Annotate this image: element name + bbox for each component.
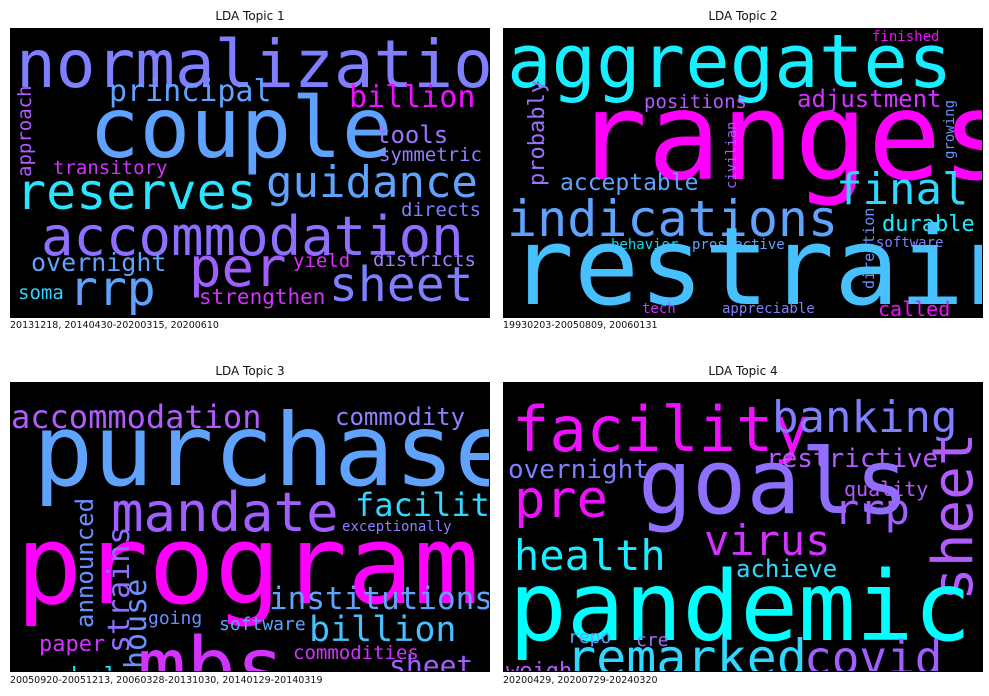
word-principal: principal [109,74,272,109]
topic-4-date-ranges: 20200429, 20200729-20240320 [503,675,658,686]
word-pre: pre [514,470,608,530]
word-reserves: reserves [16,163,257,221]
word-soma: soma [18,282,64,304]
topic-4-title: LDA Topic 4 [708,364,778,378]
word-mbs: mbs [137,621,285,671]
word-appreciable: appreciable [722,301,815,317]
word-durable: durable [882,212,975,237]
word-mandate: mandate [111,481,339,544]
topic-3-panel: LDA Topic 3 accommodation commodity purcha… [10,355,490,695]
word-weigh: weigh [506,659,572,671]
word-pandemic: pandemic [509,551,971,663]
topic-3-title: LDA Topic 3 [215,364,285,378]
word-remarked: remarked [566,629,807,671]
word-tech: tech [642,301,676,317]
word-achieve: achieve [736,555,837,583]
word-sheet: sheet [329,257,474,313]
word-normalization: normalization [16,29,489,103]
word-sheet: sheet [921,432,982,601]
word-tools: tools [376,121,448,149]
word-probably: probably [525,80,550,186]
word-strains: strains [102,527,137,653]
word-aggregates: aggregates [507,29,953,105]
word-software: software [876,235,943,251]
word-institutions: institutions [269,581,489,617]
topic-1-wordcloud: normalization couple principal billion appro… [10,28,490,318]
topic-3-date-ranges: 20050920-20051213, 20060328-20131030, 20… [10,675,323,686]
word-goals: goals [638,430,909,535]
word-yield: yield [293,250,350,272]
word-overnight: overnight [508,455,649,485]
word-symmetric: symmetric [379,144,482,166]
word-positions: positions [644,91,747,113]
word-called: called [878,297,950,317]
word-guidance: guidance [266,157,478,208]
topic-4-wordcloud: facility banking restrictive overnight sheet… [503,382,983,672]
word-exceptionally: exceptionally [342,519,452,535]
word-repo: repo [568,627,611,648]
topic-1-title: LDA Topic 1 [215,9,285,23]
topic-4-panel: LDA Topic 4 facility banking restrictive ov… [503,355,983,695]
word-acceptable: acceptable [560,170,698,196]
word-per: per [189,236,287,299]
word-strengthen: strengthen [199,285,325,309]
word-behavior: behavior [611,237,678,253]
topic-1-date-ranges: 20131218, 20140430-20200315, 20200610 [10,320,219,331]
word-house: house [119,579,154,669]
word-quality: quality [844,477,928,501]
topic-1-panel: LDA Topic 1 normalization couple principal… [10,0,490,335]
word-accommodation: accommodation [41,205,464,268]
word-commodity: commodity [335,403,465,431]
word-indications: indications [507,190,838,248]
word-accommodation: accommodation [11,398,261,436]
word-facility: facility [355,486,489,524]
topic-2-panel: LDA Topic 2 aggregates finished positions a… [503,0,983,335]
word-growing: growing [942,100,958,159]
word-ranges: ranges [574,66,982,208]
word-paper: paper [39,632,105,657]
word-rrp: rrp [69,261,156,317]
word-going: going [148,608,202,629]
word-purchase: purchase [33,392,489,509]
word-billion: billion [309,610,457,650]
word-virus: virus [704,516,830,565]
word-overnight: overnight [31,248,166,277]
word-facility: facility [512,393,811,466]
word-final: final [836,164,968,215]
word-announced: announced [71,498,99,628]
word-commodities: commodities [293,642,419,664]
word-direction: direction [860,208,878,289]
word-restraint: restraint [509,205,982,317]
word-adjustment: adjustment [797,85,942,113]
topic-2-title: LDA Topic 2 [708,9,778,23]
word-covid: covid [804,631,942,671]
word-prospective: prospective [692,237,785,253]
word-sheet: sheet [389,649,473,671]
topic-2-wordcloud: aggregates finished positions adjustment pro… [503,28,983,318]
word-civilian: civilian [724,122,740,189]
word-districts: districts [373,249,476,271]
word-approach: approach [14,85,36,177]
word-directs: directs [401,199,481,221]
word-rrp: rrp [834,485,910,534]
topic-3-wordcloud: accommodation commodity purchase mandate fac… [10,382,490,672]
word-couple: couple [89,79,392,177]
word-finished: finished [872,29,939,45]
word-banking: banking [772,392,957,443]
word-transitory: transitory [53,157,167,179]
word-health: health [514,531,666,580]
word-restrictive: restrictive [766,444,938,474]
word-billion: billion [349,80,475,115]
word-cre: cre [636,630,669,651]
word-program: program [16,501,480,629]
word-dual: dual [64,664,117,671]
word-software: software [219,614,306,635]
topic-2-date-ranges: 19930203-20050809, 20060131 [503,320,658,331]
